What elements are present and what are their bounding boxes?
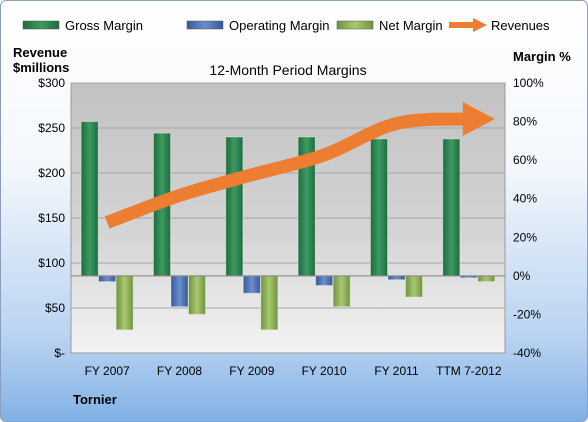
right-tick-label: 40% [513, 192, 537, 206]
left-axis-ticks: $- $50 $100 $150 $200 $250 $300 [38, 76, 65, 360]
bar-net-margin [260, 275, 279, 331]
bar-net-margin [477, 275, 496, 283]
legend-swatch [22, 20, 60, 30]
right-tick-label: 20% [513, 230, 537, 244]
gridlines [71, 82, 505, 309]
bar-operating-margin [170, 275, 189, 308]
x-axis-ticks: FY 2007 FY 2008 FY 2009 FY 2010 FY 2011 TTM 7… [85, 364, 502, 378]
legend-label: Revenues [491, 18, 550, 33]
right-tick-label: 100% [513, 76, 544, 90]
legend: Gross Margin Operating Margin Net Margin Re… [22, 18, 550, 33]
x-tick-label: FY 2007 [85, 364, 130, 378]
bar-operating-margin [315, 275, 334, 287]
bar-gross-margin [80, 121, 99, 277]
right-tick-label: -20% [513, 307, 541, 321]
left-axis-title-line2: $millions [13, 60, 69, 75]
left-axis-title-line1: Revenue [13, 45, 67, 60]
bar-operating-margin [387, 275, 406, 281]
revenue-series [104, 102, 495, 229]
left-tick-label: $200 [38, 166, 65, 180]
x-tick-label: FY 2010 [302, 364, 347, 378]
revenue-arrowhead [462, 102, 495, 136]
right-tick-label: 0% [513, 269, 531, 283]
bar-operating-margin [242, 275, 261, 294]
right-tick-label: 80% [513, 115, 537, 129]
revenue-line [104, 112, 476, 229]
right-tick-label: -40% [513, 346, 541, 360]
bar-net-margin [115, 275, 134, 331]
legend-swatch [336, 20, 374, 30]
company-name: Tornier [73, 392, 117, 407]
left-tick-label: $- [54, 346, 65, 360]
legend-label: Gross Margin [65, 18, 143, 33]
bar-gross-margin [442, 138, 461, 277]
bar-operating-margin [98, 275, 117, 283]
legend-swatch [186, 20, 224, 30]
legend-label: Net Margin [379, 18, 443, 33]
legend-arrowhead [473, 18, 487, 32]
bar-net-margin [332, 275, 351, 308]
bar-gross-margin [370, 138, 388, 277]
bar-net-margin [405, 275, 423, 298]
left-tick-label: $50 [45, 301, 65, 315]
x-tick-label: TTM 7-2012 [436, 364, 502, 378]
x-tick-label: FY 2009 [229, 364, 274, 378]
right-axis-title: Margin % [513, 49, 571, 64]
right-tick-label: 60% [513, 153, 537, 167]
right-axis-ticks: -40% -20% 0% 20% 40% 60% 80% 100% [513, 76, 544, 360]
x-tick-label: FY 2008 [157, 364, 202, 378]
chart-title: 12-Month Period Margins [209, 62, 366, 78]
left-tick-label: $100 [38, 256, 65, 270]
x-tick-label: FY 2011 [374, 364, 419, 378]
left-tick-label: $150 [38, 211, 65, 225]
bar-gross-margin [225, 136, 244, 277]
bar-net-margin [188, 275, 206, 315]
left-tick-label: $250 [38, 121, 65, 135]
legend-label: Operating Margin [229, 18, 329, 33]
left-tick-label: $300 [38, 76, 65, 90]
